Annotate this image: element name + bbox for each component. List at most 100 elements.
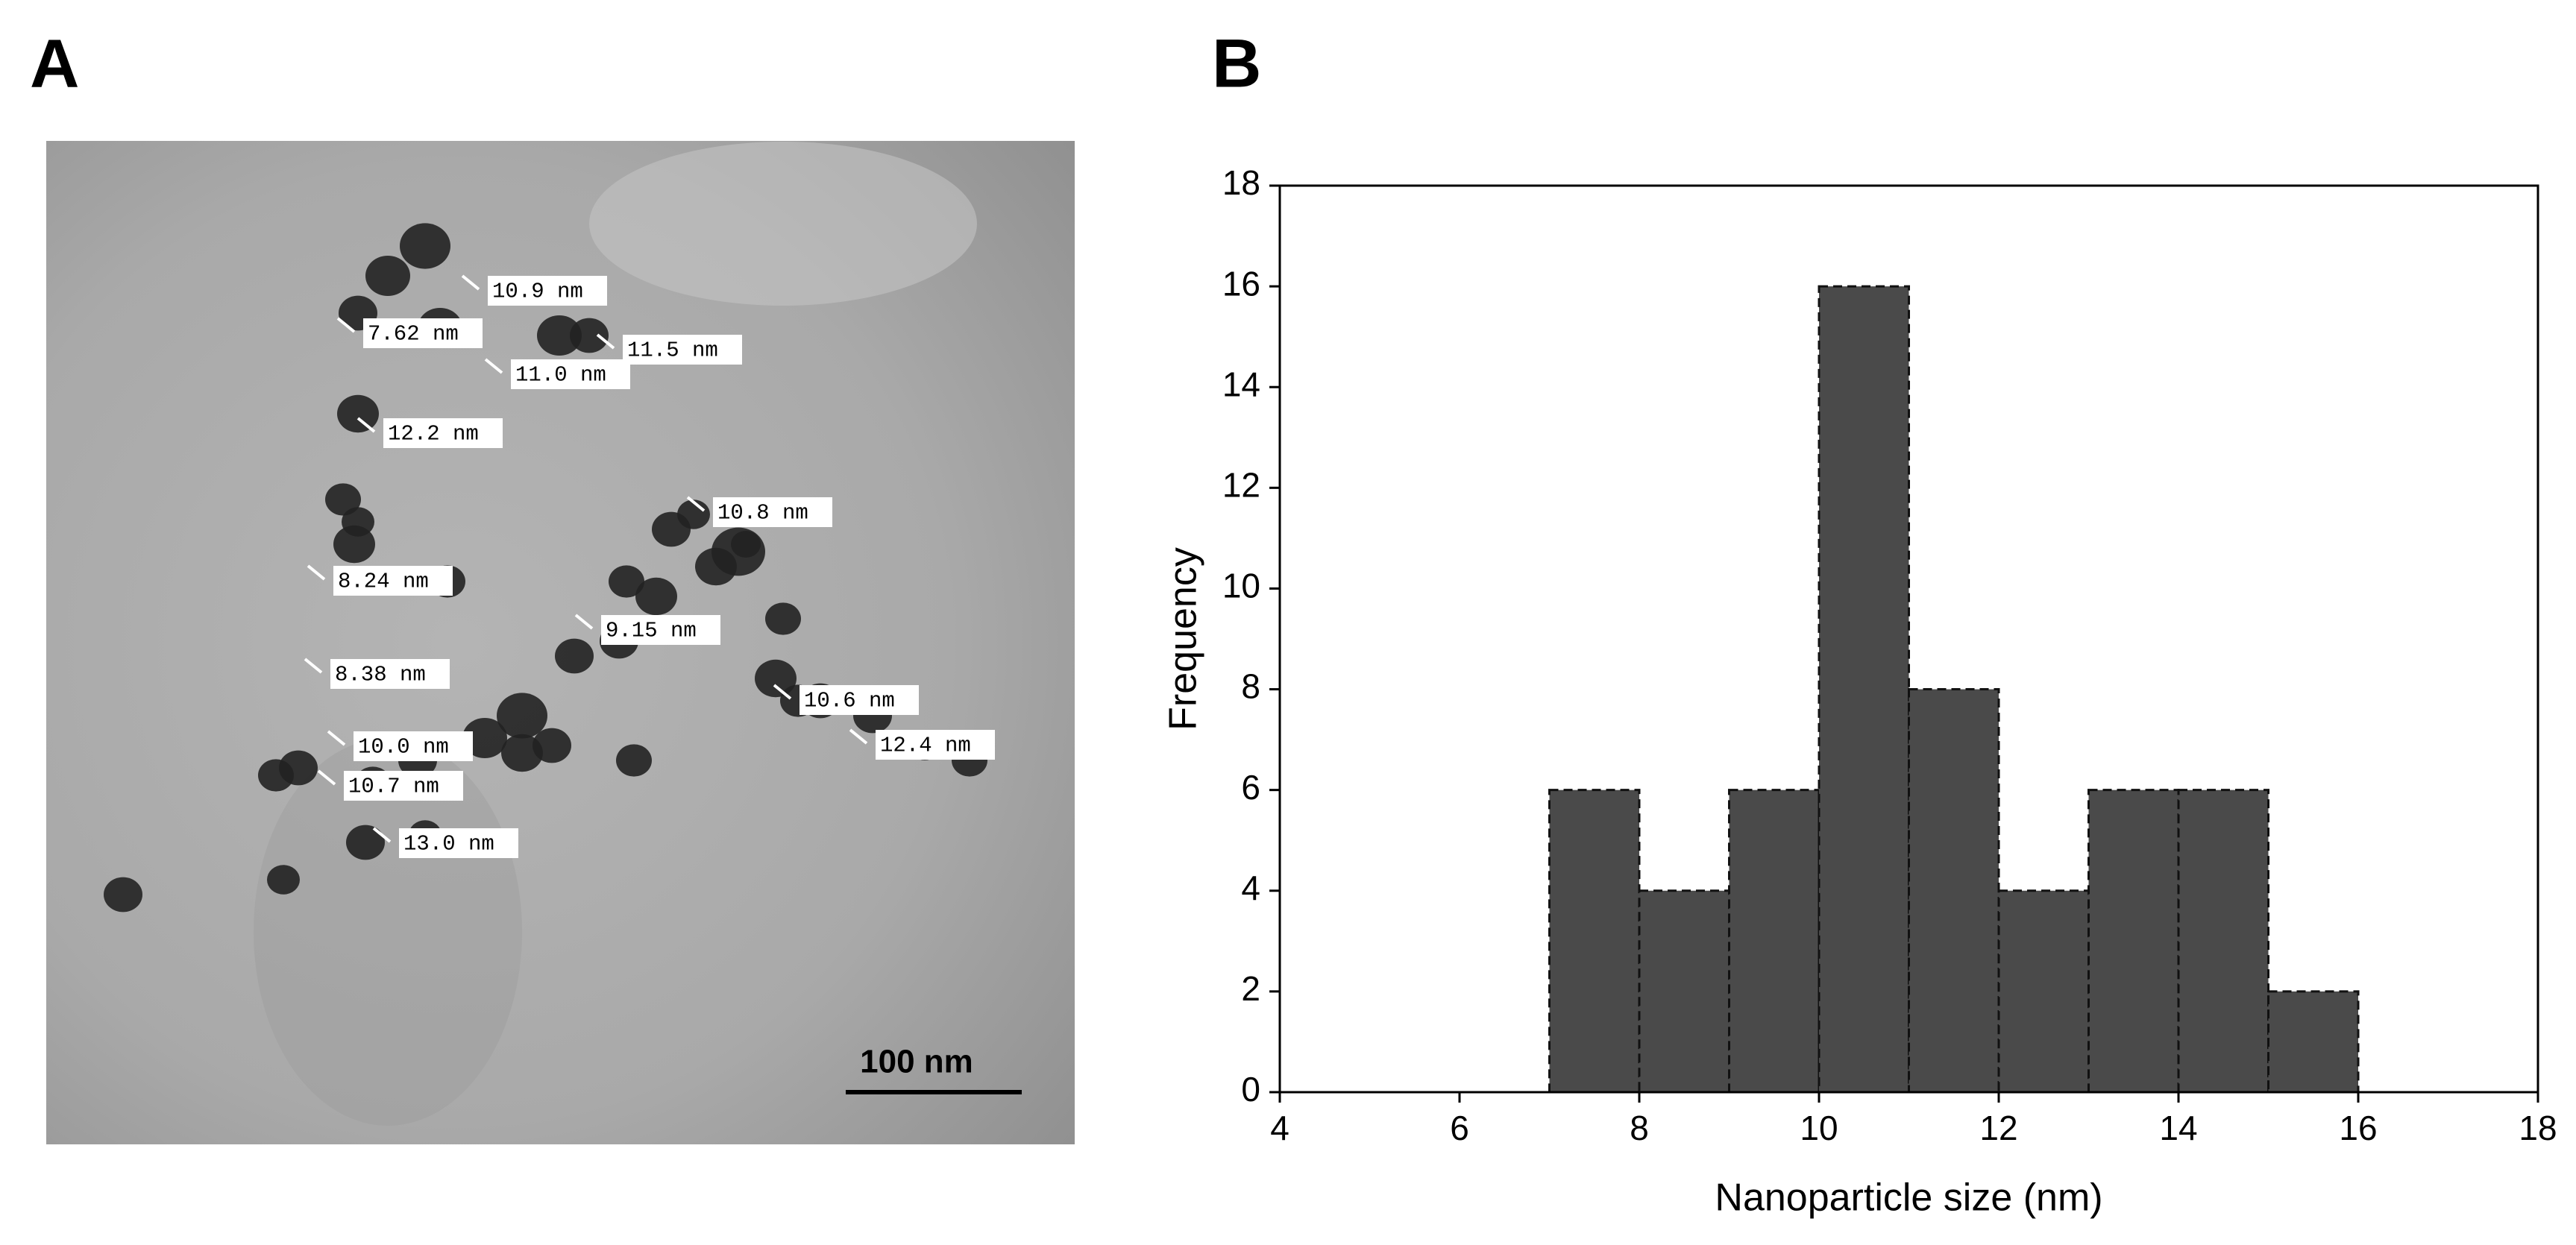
measure-line <box>372 827 392 843</box>
annotation-box <box>330 659 450 689</box>
annotation-box <box>876 730 995 760</box>
bar <box>1548 789 1641 1094</box>
particle <box>497 693 547 739</box>
particle <box>555 638 594 674</box>
particle <box>616 744 652 777</box>
particle <box>325 483 361 516</box>
annotation: 10.7 nm <box>348 775 439 799</box>
annotation-box <box>799 685 919 715</box>
bar <box>2087 789 2180 1094</box>
bar <box>1638 889 1730 1094</box>
measure-line <box>461 274 480 291</box>
measure-line <box>304 658 323 674</box>
panel-label: A <box>30 25 79 101</box>
y-tick-label: 14 <box>1222 365 1260 403</box>
x-tick-label: 18 <box>2519 1109 2557 1147</box>
particle <box>104 877 142 913</box>
bar <box>1728 789 1821 1094</box>
y-axis-title: Frequency <box>1162 547 1205 731</box>
y-tick-label: 0 <box>1241 1070 1260 1109</box>
annotation-box <box>623 335 742 365</box>
annotation: 11.5 nm <box>627 338 718 363</box>
tem-region <box>589 142 977 306</box>
annotation-box <box>399 828 518 858</box>
bar <box>1818 285 1910 1094</box>
annotation: 9.15 nm <box>606 619 697 643</box>
measure-line <box>327 730 346 746</box>
annotation: 10.0 nm <box>358 735 449 760</box>
particle <box>365 256 410 296</box>
particle <box>462 718 507 758</box>
x-axis-title: Nanoparticle size (nm) <box>1715 1176 2102 1220</box>
annotation: 10.9 nm <box>492 280 583 304</box>
bar <box>1997 889 2090 1094</box>
x-tick-label: 6 <box>1450 1109 1469 1147</box>
annotations: 10.9 nm 7.62 nm 11.5 nm 11.0 nm 12.2 nm 10.8 … <box>304 274 995 858</box>
annotation-box <box>344 771 463 801</box>
particle <box>755 659 797 698</box>
annotation: 7.62 nm <box>368 322 459 347</box>
particle <box>400 223 450 269</box>
measure-line <box>317 769 336 786</box>
particle <box>337 394 379 433</box>
x-tick-label: 8 <box>1630 1109 1649 1147</box>
y-tick-label: 10 <box>1222 567 1260 605</box>
particle <box>501 734 543 772</box>
particle <box>635 577 677 616</box>
y-tick-label: 2 <box>1241 969 1260 1008</box>
histogram: 4 6 8 10 12 14 16 18 0 2 4 6 8 10 12 14 16 18 Nanoparticle… <box>1162 163 2557 1220</box>
annotation: 10.6 nm <box>804 689 895 713</box>
particle <box>677 499 710 529</box>
y-tick-label: 4 <box>1241 869 1260 907</box>
x-tick-label: 16 <box>2339 1109 2377 1147</box>
annotation: 8.24 nm <box>338 570 429 594</box>
bar <box>2177 789 2269 1094</box>
annotation: 12.2 nm <box>388 422 479 447</box>
bar <box>2267 990 2360 1094</box>
y-tick-label: 6 <box>1241 768 1260 807</box>
annotation: 11.0 nm <box>515 363 606 388</box>
particle <box>533 728 571 763</box>
measure-line <box>484 358 503 374</box>
annotation-box <box>601 615 720 645</box>
bar <box>1908 688 2000 1094</box>
panel-label: B <box>1212 25 1261 101</box>
particle <box>537 315 582 356</box>
annotation-box <box>713 497 832 527</box>
annotation: 12.4 nm <box>880 734 971 758</box>
annotation-box <box>511 359 630 389</box>
scale-bar-label: 100 nm <box>860 1044 973 1080</box>
measure-line <box>686 496 706 512</box>
x-tick-label: 12 <box>1979 1109 2017 1147</box>
annotation: 8.38 nm <box>335 663 426 687</box>
measure-line <box>356 417 376 433</box>
particle <box>731 531 761 558</box>
y-tick-label: 16 <box>1222 264 1260 303</box>
y-tick-label: 12 <box>1222 465 1260 504</box>
measure-line <box>596 333 615 350</box>
particle <box>267 865 300 895</box>
measure-line <box>574 614 594 630</box>
x-tick-label: 4 <box>1270 1109 1289 1147</box>
particle <box>570 318 609 353</box>
annotation-box <box>363 318 483 348</box>
measure-line <box>307 564 326 581</box>
annotation-box <box>383 418 503 448</box>
particle <box>609 565 644 598</box>
x-tick-label: 10 <box>1800 1109 1838 1147</box>
annotation: 10.8 nm <box>717 501 808 526</box>
annotation: 13.0 nm <box>403 832 494 857</box>
particle <box>346 825 385 860</box>
measure-line <box>773 684 792 700</box>
y-tick-label: 8 <box>1241 667 1260 706</box>
measure-line <box>849 728 868 745</box>
particle <box>765 602 801 635</box>
annotation-box <box>333 566 453 596</box>
measure-line <box>336 317 356 333</box>
particle <box>342 507 374 537</box>
tem-image <box>46 141 1075 1144</box>
y-tick-label: 18 <box>1222 163 1260 202</box>
plot-frame <box>1278 184 2539 1094</box>
